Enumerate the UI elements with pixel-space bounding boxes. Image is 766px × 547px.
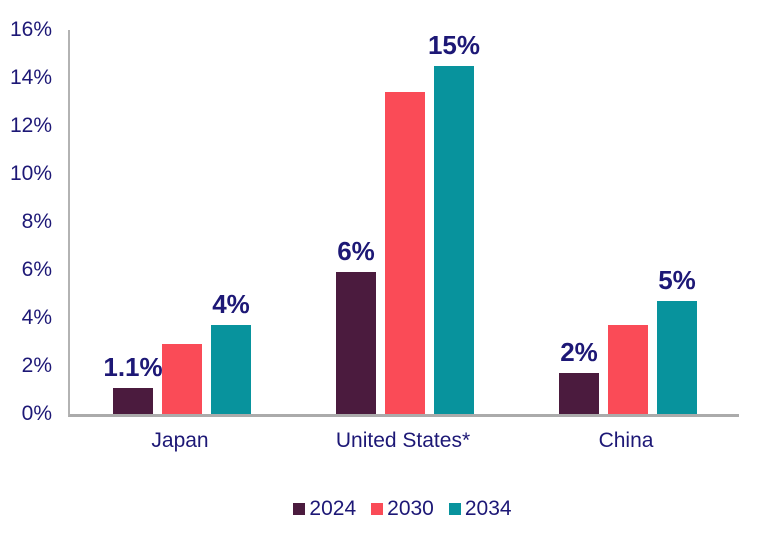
legend-item-2030: 2030	[371, 497, 434, 521]
bar-2030-china	[608, 325, 648, 414]
y-tick-label: 0%	[21, 402, 52, 425]
legend: 2024 2030 2034	[68, 497, 737, 521]
bar-data-label: 5%	[658, 265, 696, 295]
plot-area: 1.1% 4% 6% 15% 2% 5%	[68, 30, 739, 417]
legend-label: 2030	[387, 497, 434, 520]
y-tick-label: 8%	[21, 210, 52, 233]
y-tick-label: 12%	[9, 114, 52, 137]
bar-2030-japan	[162, 344, 202, 414]
bar-data-label: 1.1%	[103, 352, 163, 382]
y-tick-label: 4%	[21, 306, 52, 329]
legend-swatch-icon	[448, 503, 461, 515]
bar-2034-china	[657, 301, 697, 414]
legend-label: 2024	[309, 497, 357, 520]
legend-item-2024: 2024	[293, 497, 356, 521]
bar-data-label: 4%	[212, 289, 250, 319]
y-tick-label: 2%	[21, 354, 52, 377]
y-tick-label: 14%	[9, 66, 52, 89]
legend-item-2034: 2034	[448, 497, 512, 521]
bar-2030-unitedstates	[385, 92, 425, 414]
y-tick-label: 16%	[9, 18, 52, 41]
y-tick-label: 10%	[9, 162, 52, 185]
legend-swatch-icon	[371, 503, 384, 515]
y-tick-label: 6%	[21, 258, 52, 281]
x-category-label: United States*	[335, 429, 471, 452]
bar-2024-china	[559, 373, 599, 414]
legend-label: 2034	[464, 497, 512, 520]
bar-data-label: 6%	[337, 236, 375, 266]
x-category-label: Japan	[151, 429, 209, 452]
bar-data-label: 15%	[427, 30, 481, 60]
bar-2034-japan	[211, 325, 251, 414]
legend-swatch-icon	[293, 503, 306, 515]
x-category-label: China	[598, 429, 654, 452]
bar-2034-unitedstates	[434, 66, 474, 414]
bar-data-label: 2%	[560, 337, 598, 367]
bar-2024-unitedstates	[336, 272, 376, 414]
bar-2024-japan	[113, 388, 153, 414]
